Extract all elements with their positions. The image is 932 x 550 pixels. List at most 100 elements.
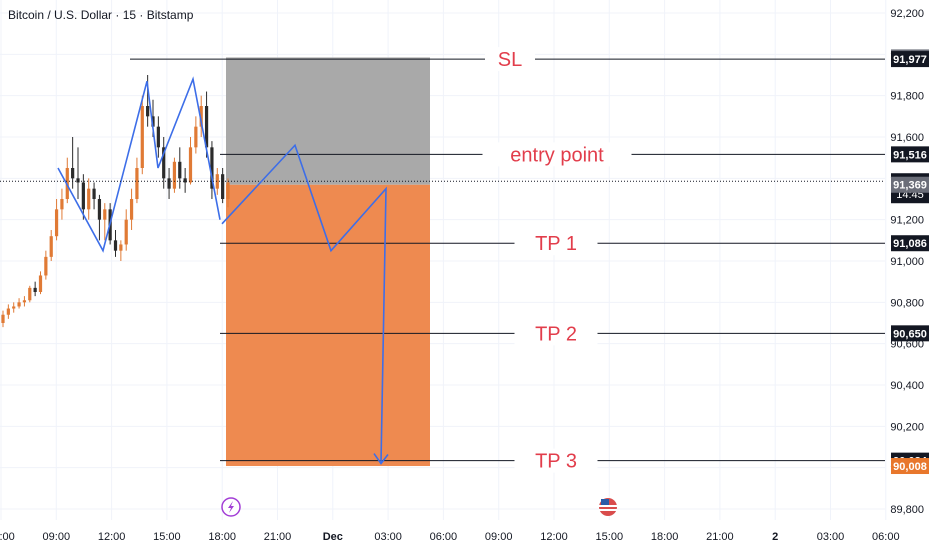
y-tick-label: 91,600 (890, 132, 924, 144)
level-label: SL (498, 49, 522, 71)
level-tp1: TP 1 (220, 231, 885, 256)
candle (188, 137, 193, 185)
level-label-bg (485, 47, 535, 72)
x-tick-label: 12:00 (98, 531, 126, 543)
x-tick-label: 06:00 (0, 531, 15, 543)
candle (113, 230, 118, 257)
price-tag-bg (891, 458, 929, 475)
price-tag-bg (891, 235, 929, 252)
candle-body (204, 106, 209, 148)
candle-body (12, 306, 16, 309)
candle (156, 116, 160, 158)
y-tick-label: 89,800 (890, 504, 924, 516)
price-tag-label: 90,008 (893, 461, 927, 473)
candle-body (151, 116, 155, 127)
candle (92, 182, 96, 210)
candles (1, 75, 230, 328)
lightning-icon-bolt (228, 501, 234, 513)
candle (210, 141, 214, 199)
price-tag: 90,650 (891, 325, 929, 342)
x-tick-label: 15:00 (596, 531, 624, 543)
candle (87, 178, 91, 220)
candle (124, 209, 128, 251)
candle (76, 147, 80, 199)
price-tag: 91,086 (891, 235, 929, 252)
candle-body (221, 174, 225, 199)
projection-arrowhead (373, 453, 389, 465)
candle-body (194, 126, 198, 148)
candle-body (226, 182, 230, 199)
y-tick-label: 90,800 (890, 297, 924, 309)
x-tick-label: 18:00 (651, 531, 679, 543)
level-label-bg (514, 231, 598, 256)
candle (22, 296, 27, 307)
candle-body (167, 178, 171, 189)
level-tp2: TP 2 (220, 321, 885, 346)
x-tick-label: 21:00 (264, 531, 292, 543)
price-tag-bg (891, 325, 929, 342)
candle-body (71, 168, 75, 179)
candle (167, 168, 171, 199)
level-label-bg (514, 448, 598, 473)
candle (17, 298, 21, 309)
candle-body (17, 302, 21, 307)
candle (28, 285, 32, 303)
x-tick-label: 12:00 (540, 531, 568, 543)
x-tick-label: 06:00 (430, 531, 458, 543)
candle-body (188, 147, 193, 183)
candle-body (210, 147, 214, 189)
candle-body (140, 106, 144, 168)
price-tag: 90,008 (891, 458, 929, 475)
y-axis: 89,80090,00090,20090,40090,60090,80091,0… (890, 8, 929, 516)
candle-body (97, 199, 102, 220)
candle (65, 157, 69, 204)
x-tick-label: 21:00 (706, 531, 734, 543)
us-flag-icon (599, 498, 617, 516)
x-tick-label: Dec (323, 531, 343, 543)
candle-body (172, 161, 177, 189)
candle-body (38, 275, 43, 292)
level-tp3: TP 3 (220, 448, 885, 473)
us-flag-icon-stripe (599, 509, 617, 511)
candle-body (6, 308, 10, 315)
candle-body (124, 219, 128, 245)
candle-body (76, 178, 80, 183)
level-entry: entry point (220, 142, 885, 167)
candle-body (60, 199, 64, 210)
x-tick-label: 15:00 (153, 531, 181, 543)
x-tick-label: 18:00 (208, 531, 236, 543)
candle-body (81, 182, 85, 210)
candle (81, 174, 85, 220)
x-axis: 06:00 09:00 12:00 15:00 18:00 21:00 Dec 03:00 06… (0, 531, 900, 543)
candle-body (49, 236, 53, 257)
level-label: entry point (510, 144, 604, 166)
candle (221, 168, 225, 204)
candle-body (119, 244, 123, 251)
candle (44, 250, 48, 280)
candle (194, 116, 198, 154)
level-label-bg (482, 142, 632, 167)
candle-body (183, 178, 187, 183)
projection-path (221, 143, 387, 464)
candle (178, 147, 182, 189)
us-flag-icon-canton (601, 499, 609, 505)
candle (54, 199, 59, 241)
level-sl: SL (130, 47, 885, 72)
y-tick-label: 92,200 (890, 8, 924, 20)
price-tag-label: 91,977 (893, 54, 927, 66)
level-label: TP 1 (535, 233, 577, 255)
candle (97, 194, 102, 241)
candle-body (33, 287, 37, 292)
candle (60, 188, 64, 220)
candle (183, 168, 187, 193)
y-tick-label: 90,200 (890, 421, 924, 433)
candle (1, 310, 5, 328)
x-tick-label: 03:00 (374, 531, 402, 543)
x-tick-label: 09:00 (43, 531, 71, 543)
candle-body (1, 314, 5, 323)
candle-body (22, 300, 27, 303)
candle (172, 157, 177, 193)
price-tag-label: 90,650 (893, 328, 927, 340)
